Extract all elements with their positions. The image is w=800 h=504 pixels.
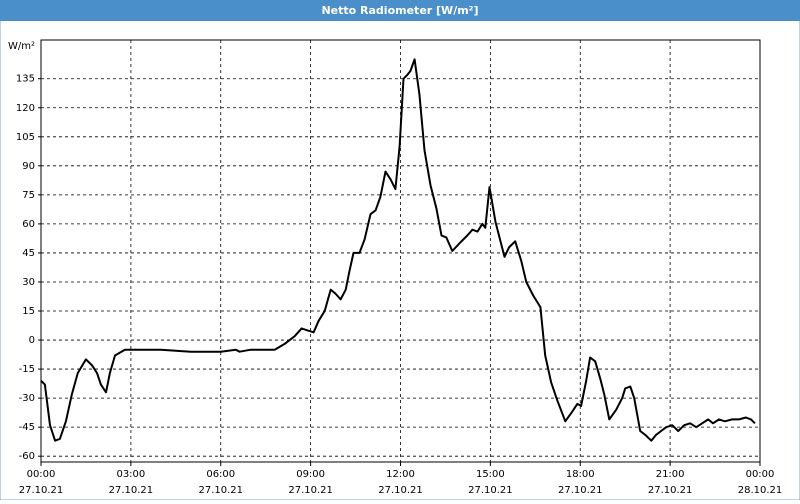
data-line	[40, 58, 756, 442]
y-tick-label: -30	[19, 393, 35, 404]
y-tick-label: -15	[19, 364, 35, 375]
x-tick-label: 15:00	[476, 469, 505, 480]
x-tick-date: 27.10.21	[288, 485, 333, 496]
y-tick-label: 120	[16, 103, 35, 114]
y-tick-label: 105	[16, 132, 35, 143]
x-tick-date: 27.10.21	[109, 485, 154, 496]
y-tick-label: 0	[29, 335, 35, 346]
y-tick-label: 60	[22, 219, 35, 230]
window-title: Netto Radiometer [W/m²]	[321, 4, 478, 17]
y-tick-label: 45	[22, 248, 35, 259]
y-tick-label: 75	[22, 190, 35, 201]
x-tick-label: 21:00	[656, 469, 685, 480]
x-tick-label: 12:00	[386, 469, 415, 480]
x-tick-label: 18:00	[566, 469, 595, 480]
title-bar	[0, 0, 800, 21]
y-tick-label: -60	[19, 451, 35, 462]
y-tick-label: 90	[22, 161, 35, 172]
x-tick-date: 28.10.21	[738, 485, 783, 496]
y-unit: W/m²	[8, 41, 35, 52]
plot-border	[40, 39, 761, 463]
y-tick-label: -45	[19, 422, 35, 433]
x-tick-label: 06:00	[206, 469, 235, 480]
x-tick-label: 00:00	[746, 469, 775, 480]
x-tick-date: 27.10.21	[558, 485, 603, 496]
x-tick-label: 09:00	[296, 469, 325, 480]
y-tick-label: 135	[16, 74, 35, 85]
x-tick-date: 27.10.21	[468, 485, 513, 496]
y-tick-label: 15	[22, 306, 35, 317]
x-tick-date: 27.10.21	[19, 485, 64, 496]
x-tick-date: 27.10.21	[648, 485, 693, 496]
x-tick-label: 00:00	[27, 469, 56, 480]
y-tick-label: 30	[22, 277, 35, 288]
x-tick-date: 27.10.21	[378, 485, 423, 496]
x-tick-date: 27.10.21	[198, 485, 243, 496]
x-tick-label: 03:00	[116, 469, 145, 480]
